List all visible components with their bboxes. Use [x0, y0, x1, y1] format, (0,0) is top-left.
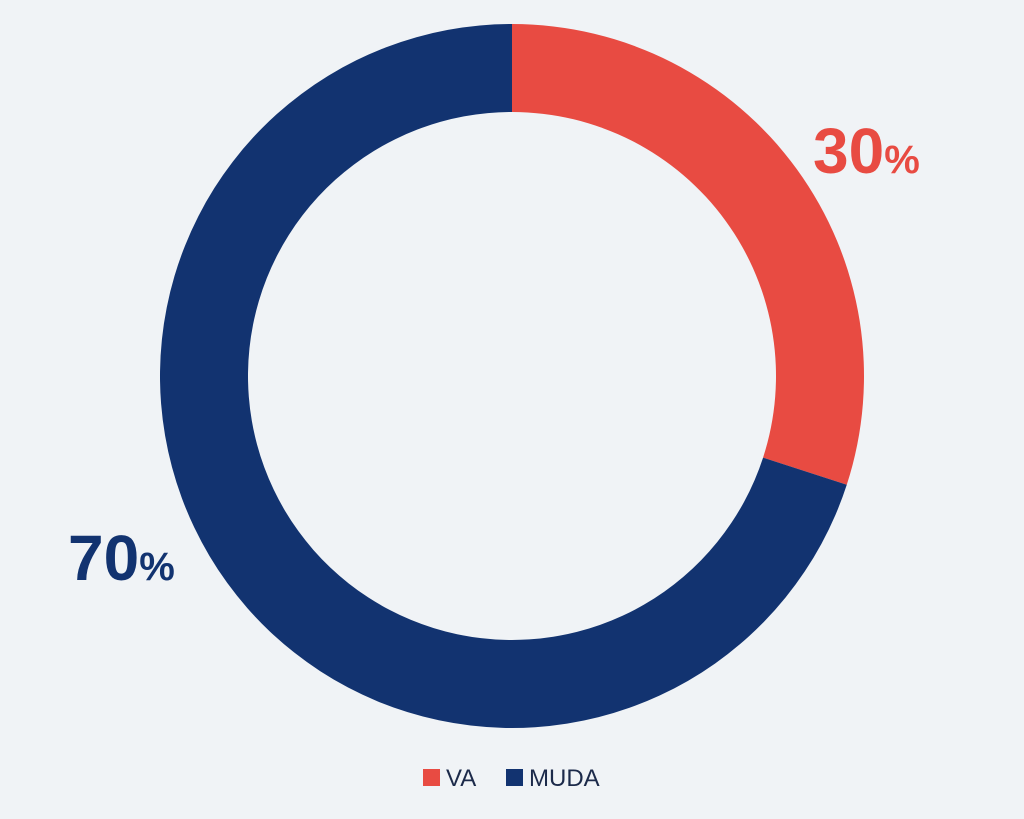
legend-swatch-va: [423, 769, 440, 786]
donut-slices: [160, 24, 864, 729]
value-label-va-number: 30: [813, 115, 884, 187]
value-label-va: 30%: [813, 115, 920, 187]
legend-label-va: VA: [446, 765, 476, 792]
value-label-muda: 70%: [68, 522, 175, 594]
donut-slice-va: [512, 24, 864, 485]
legend: VA MUDA: [423, 765, 600, 792]
value-label-va-percent: %: [884, 138, 920, 182]
value-label-muda-percent: %: [139, 545, 175, 589]
legend-swatch-muda: [506, 769, 523, 786]
legend-label-muda: MUDA: [529, 765, 600, 792]
value-label-muda-number: 70: [68, 522, 139, 594]
